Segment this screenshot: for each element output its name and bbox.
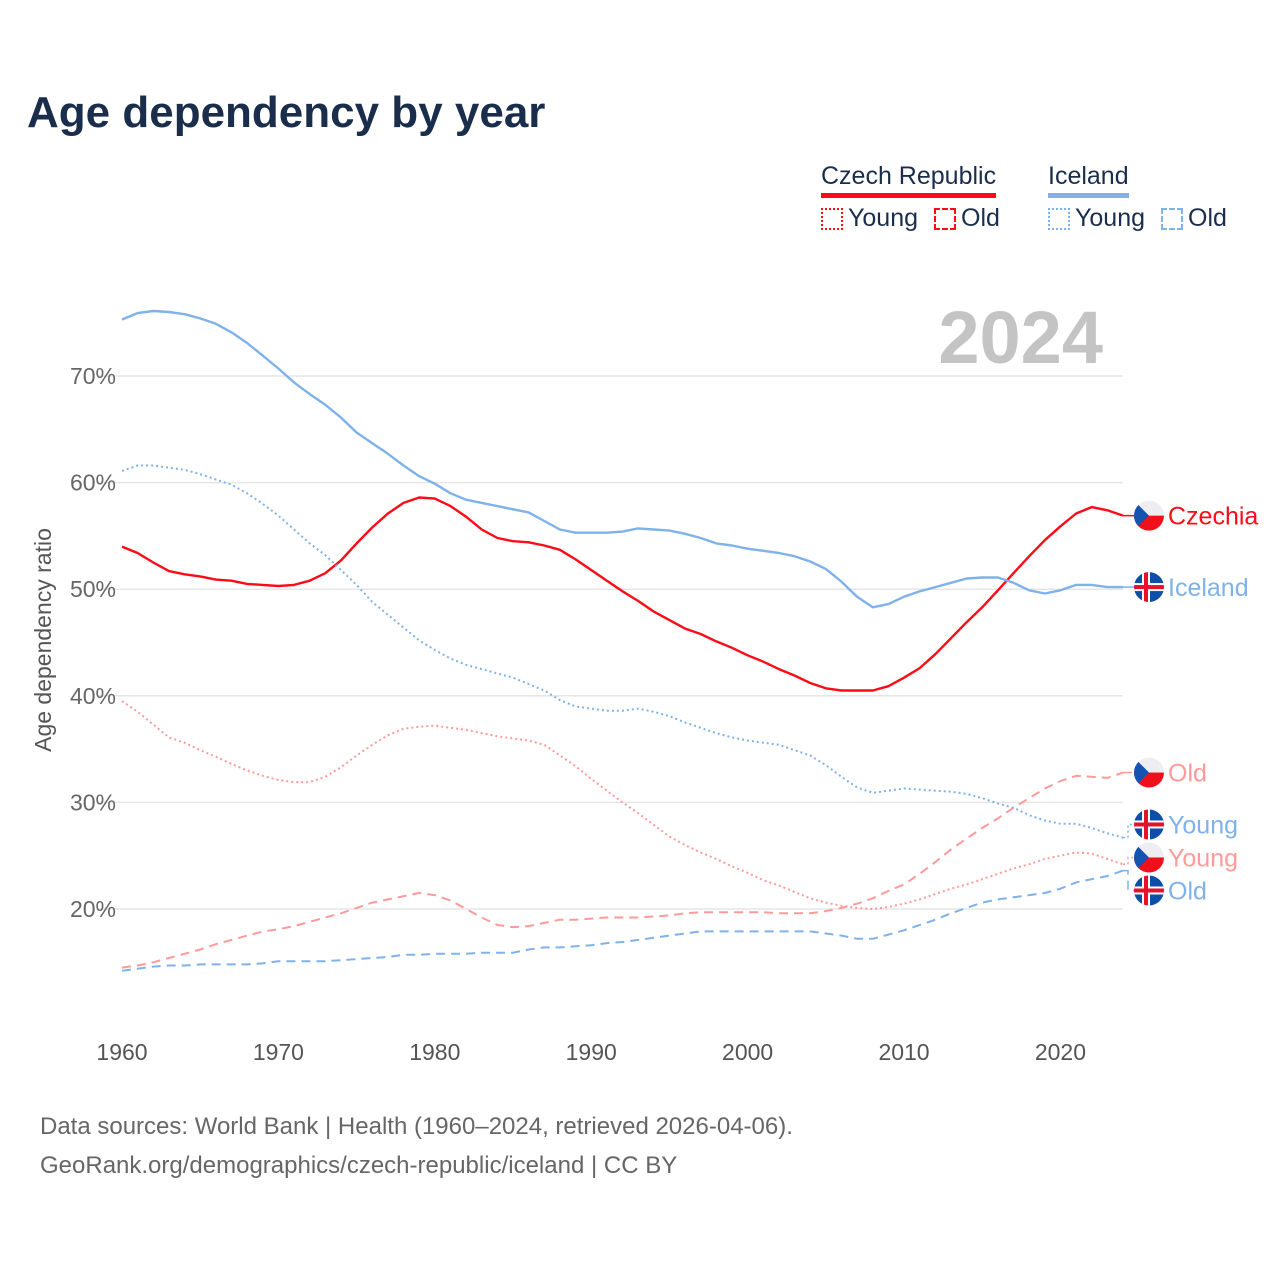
legend-item-iceland-old: Old: [1161, 204, 1227, 233]
chart-title: Age dependency by year: [27, 88, 546, 137]
legend-header-iceland: Iceland: [1048, 162, 1129, 198]
legend-label: Old: [1188, 204, 1227, 232]
flag-red-v: [1144, 572, 1148, 603]
x-tick-label: 2000: [722, 1039, 773, 1065]
attribution-link[interactable]: GeoRank.org/demographics/czech-republic/…: [40, 1152, 678, 1179]
y-tick-label: 50%: [70, 576, 116, 602]
flag-body: [1134, 875, 1164, 906]
label-connector: [1123, 869, 1134, 892]
end-label-text: Old: [1168, 877, 1207, 905]
flag-red-h: [1134, 585, 1164, 590]
end-label-text: Young: [1168, 811, 1238, 839]
legend-item-iceland-young: Young: [1048, 204, 1145, 233]
legend-group-czech-republic: Czech Republic Young Old: [821, 162, 1000, 232]
label-connector: [1123, 856, 1134, 865]
legend-label: Young: [1075, 204, 1145, 232]
y-tick-label: 60%: [70, 470, 116, 496]
x-tick-label: 1970: [253, 1039, 304, 1065]
end-label-text: Old: [1168, 760, 1207, 788]
czech-flag-icon: [1134, 500, 1164, 531]
flag-red-v: [1144, 875, 1148, 906]
czech-flag-icon: [1134, 757, 1164, 788]
flag-body: [1134, 842, 1164, 873]
label-connector: [1123, 823, 1134, 839]
flag-body: [1134, 809, 1164, 840]
legend-header-czech-republic: Czech Republic: [821, 162, 997, 198]
end-label-czechia-old: Old: [1123, 757, 1207, 788]
x-tick-label: 1980: [409, 1039, 460, 1065]
dashed-swatch-icon: [1161, 207, 1183, 230]
flag-body: [1134, 500, 1164, 531]
flag-blue: [1134, 842, 1149, 873]
series-line-czechia-young: [121, 700, 1124, 910]
series-line-iceland-young: [121, 464, 1124, 839]
year-watermark: 2024: [938, 296, 1103, 379]
series-line-iceland: [121, 309, 1123, 609]
legend-label: Old: [961, 204, 1000, 232]
flag-body: [1134, 572, 1164, 603]
legend-group-iceland: Iceland Young Old: [1048, 162, 1227, 232]
legend-item-czech-young: Young: [821, 204, 918, 233]
czech-flag-icon: [1134, 842, 1164, 873]
x-tick-label: 1990: [566, 1039, 617, 1065]
iceland-flag-icon: [1134, 809, 1164, 840]
flag-blue: [1134, 500, 1149, 531]
y-axis-label: Age dependency ratio: [30, 528, 56, 752]
end-label-iceland-young: Young: [1123, 809, 1238, 840]
end-label-text: Young: [1168, 844, 1238, 872]
series-line-iceland-old: [121, 869, 1124, 972]
dashed-swatch-icon: [934, 207, 956, 230]
x-tick-label: 2020: [1035, 1039, 1086, 1065]
y-tick-label: 20%: [70, 896, 116, 922]
series-line-czechia: [121, 496, 1124, 692]
legend-label: Young: [848, 204, 918, 232]
dotted-swatch-icon: [1048, 207, 1070, 230]
flag-red-v: [1144, 809, 1148, 840]
legend-item-czech-old: Old: [934, 204, 1000, 233]
x-tick-label: 1960: [96, 1039, 147, 1065]
y-tick-label: 40%: [70, 683, 116, 709]
end-label-iceland: Iceland: [1123, 572, 1249, 603]
dotted-swatch-icon: [821, 207, 843, 230]
end-label-czechia: Czechia: [1123, 500, 1258, 531]
y-tick-label: 30%: [70, 789, 116, 815]
end-label-czechia-young: Young: [1123, 842, 1238, 873]
end-label-text: Iceland: [1168, 574, 1249, 602]
flag-body: [1134, 757, 1164, 788]
end-label-text: Czechia: [1168, 503, 1258, 531]
series-line-czechia-old: [121, 771, 1124, 969]
y-tick-label: 70%: [70, 363, 116, 389]
x-tick-label: 2010: [878, 1039, 929, 1065]
iceland-flag-icon: [1134, 572, 1164, 603]
footer: Data sources: World Bank | Health (1960–…: [40, 1107, 793, 1185]
end-label-iceland-old: Old: [1123, 869, 1207, 906]
iceland-flag-icon: [1134, 875, 1164, 906]
flag-red-h: [1134, 822, 1164, 827]
flag-red-h: [1134, 888, 1164, 893]
data-source-text: Data sources: World Bank | Health (1960–…: [40, 1113, 793, 1140]
flag-blue: [1134, 757, 1149, 788]
